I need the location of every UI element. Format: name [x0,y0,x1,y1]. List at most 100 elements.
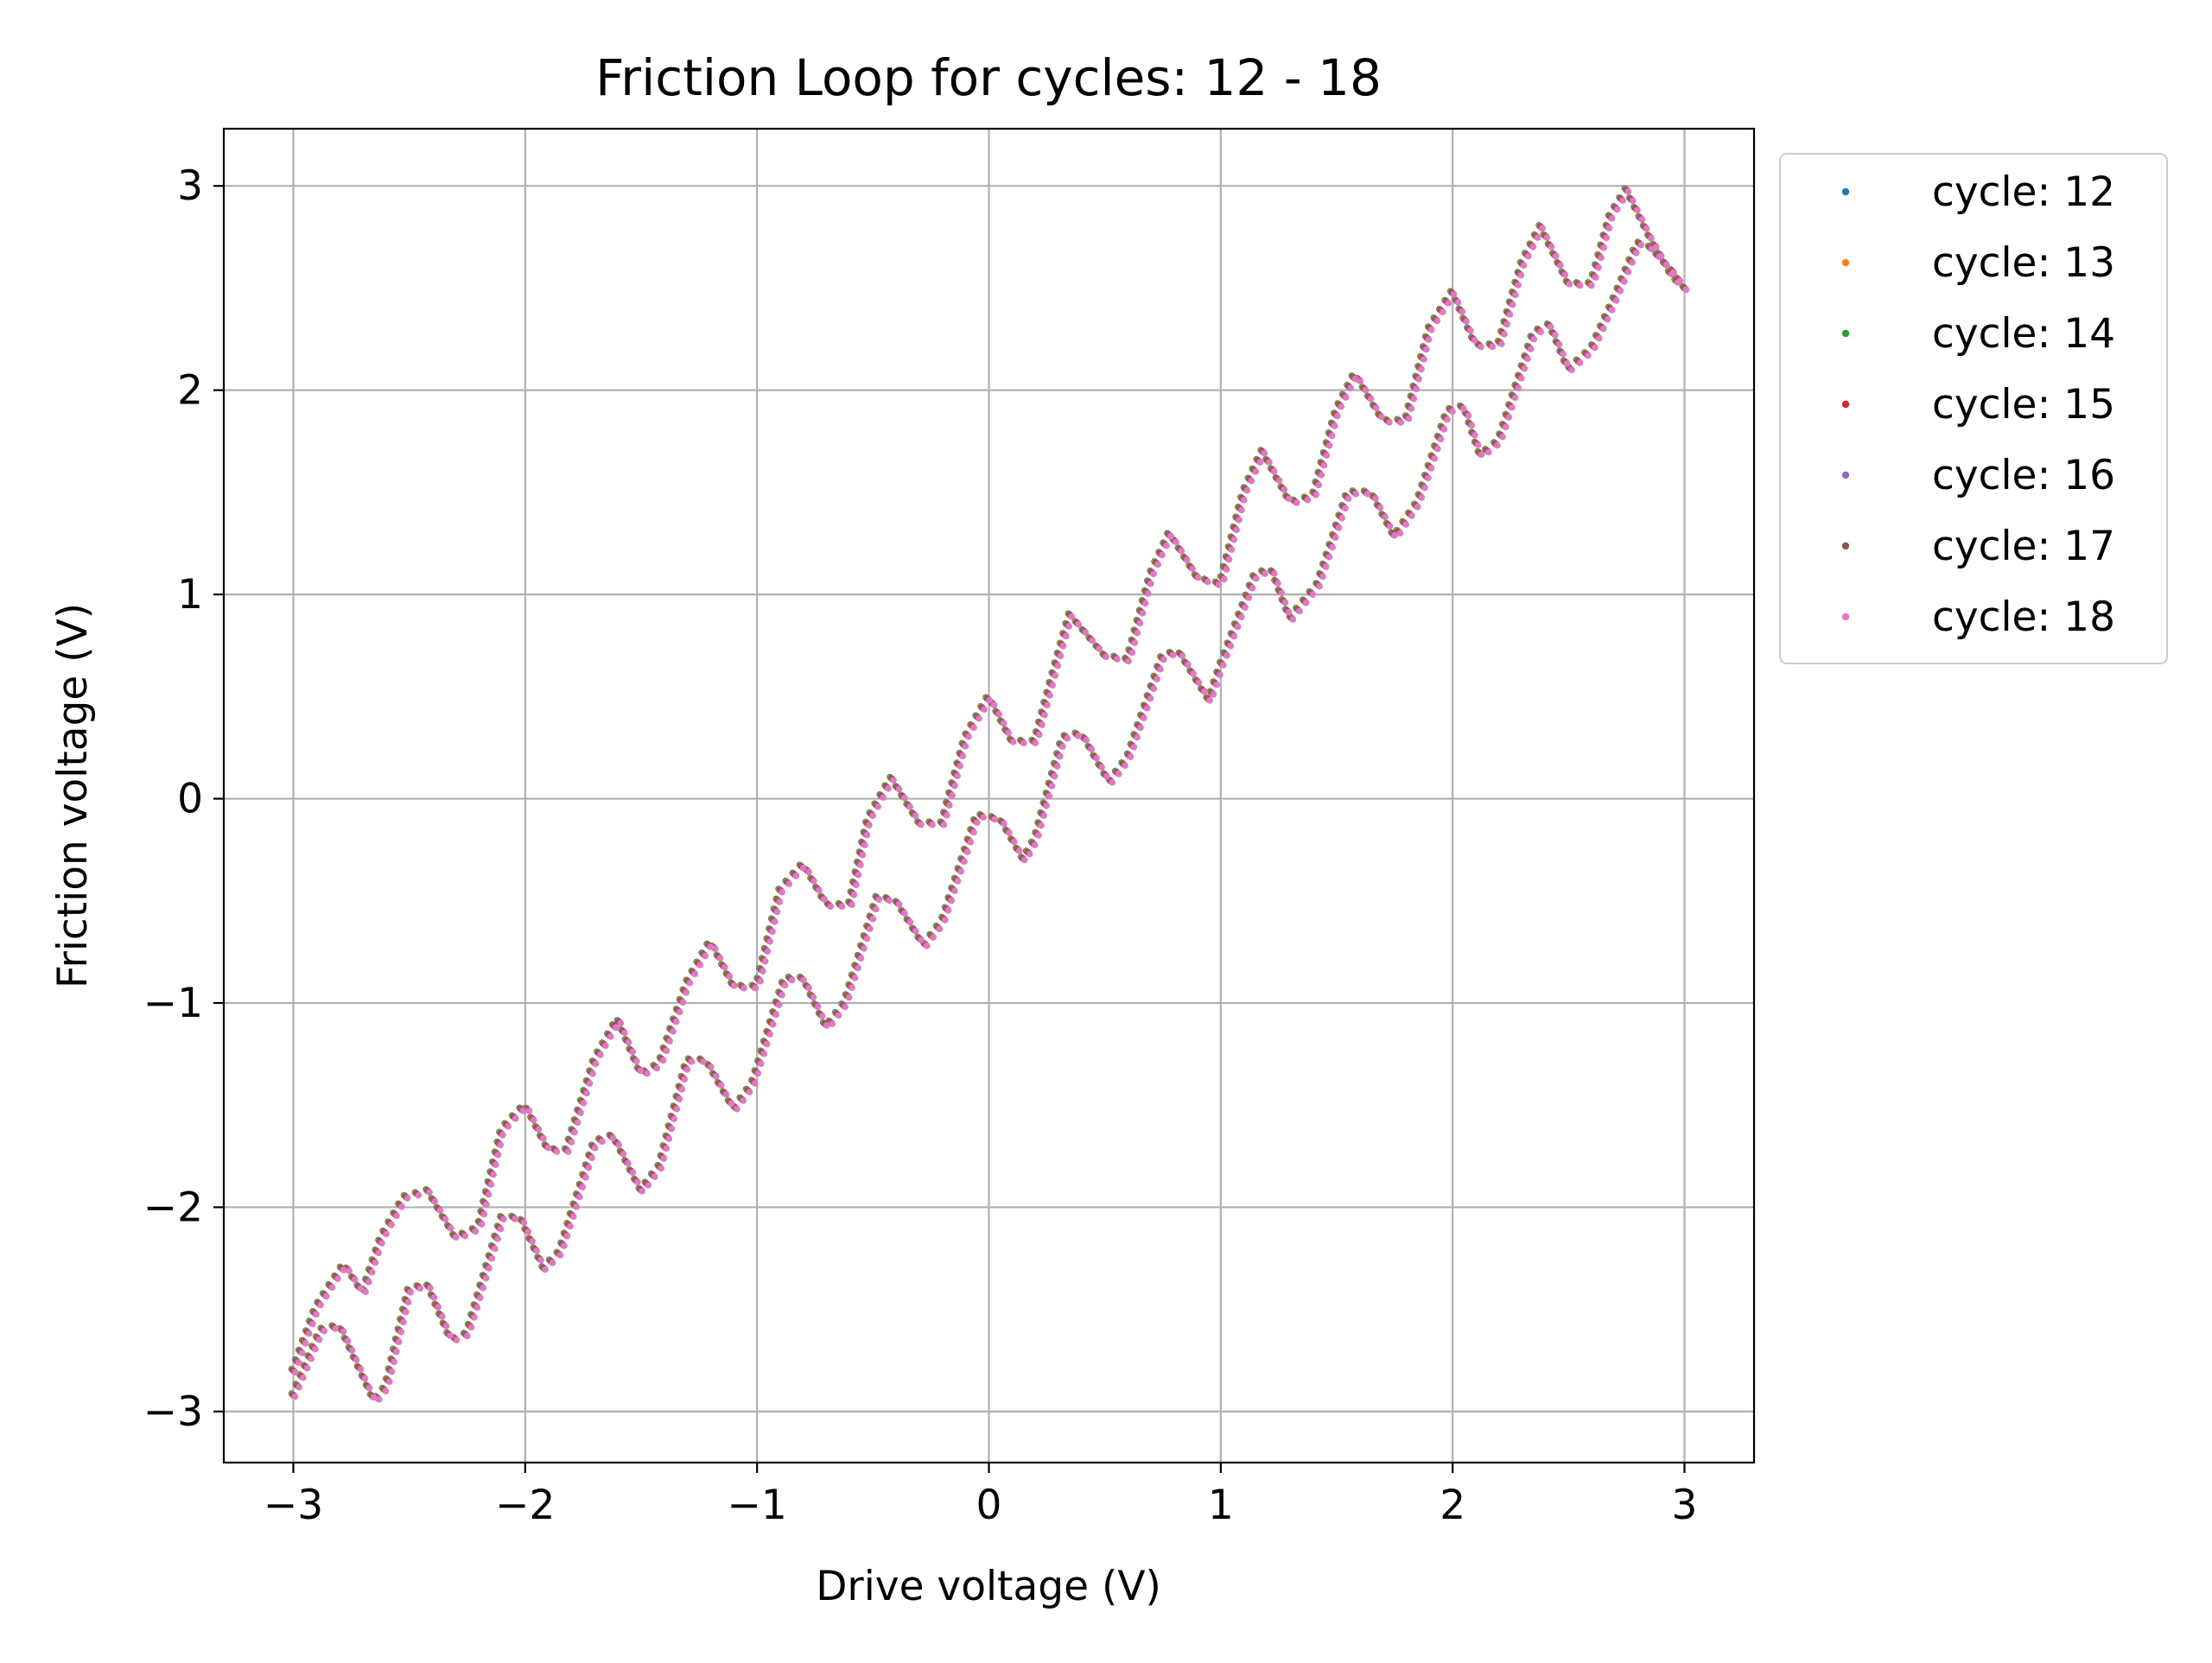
data-point [493,1161,499,1169]
data-point [1592,274,1599,281]
data-point [485,1190,493,1198]
data-point [788,976,796,984]
data-point [573,1203,581,1210]
data-point [1035,832,1042,839]
data-point [480,1210,488,1218]
data-point [1534,234,1541,241]
legend-marker [1841,187,1850,196]
data-point [1585,352,1592,359]
data-point [1065,623,1072,630]
data-point [1656,253,1662,261]
data-point [906,803,913,810]
data-point [629,1169,637,1177]
data-point [760,1050,768,1057]
legend-label: cycle: 14 [1932,310,2115,358]
data-point [1052,672,1059,679]
data-point [1682,286,1690,294]
data-point [717,1082,725,1089]
data-point [1421,484,1428,492]
data-point [1043,802,1051,809]
data-point [1252,468,1260,475]
data-point [1445,300,1452,307]
data-point [764,948,772,955]
data-point [639,1188,646,1195]
data-point [1190,670,1197,677]
data-point [298,1349,306,1356]
data-point [1511,394,1519,402]
y-axis-label: Friction voltage (V) [49,603,97,988]
data-point [849,901,855,908]
data-point [959,752,967,760]
data-point [395,1338,403,1346]
data-point [612,1024,620,1031]
data-point [805,868,812,876]
data-point [1605,225,1613,232]
data-point [1561,271,1569,278]
data-point [970,828,977,836]
data-point [1670,269,1678,276]
data-point [531,1116,537,1124]
data-point [1347,384,1354,391]
data-point [1600,244,1607,251]
data-point [1648,234,1655,242]
data-point [799,864,807,872]
legend-marker [1841,258,1850,267]
data-point [1560,350,1567,358]
data-point [1433,317,1441,325]
data-point [1270,467,1278,475]
data-point [951,887,958,895]
data-point [1167,533,1174,540]
data-point [385,1378,393,1386]
data-point [393,1212,400,1220]
data-point [357,1285,365,1292]
legend-label: cycle: 15 [1932,381,2115,428]
data-point [525,1108,533,1114]
data-point [365,1279,372,1285]
data-point [1044,701,1051,708]
data-point [1141,714,1147,721]
data-point [583,1089,590,1097]
data-point [322,1292,330,1300]
data-point [442,1216,449,1223]
data-point [1134,733,1141,741]
data-point [537,1256,544,1264]
data-point [1512,291,1519,299]
data-point [615,1141,622,1148]
data-point [447,1225,454,1232]
data-point [980,814,987,821]
data-point [1520,262,1528,270]
data-point [752,1080,759,1087]
legend-label: cycle: 17 [1932,523,2115,570]
legend-frame [1779,153,2168,664]
data-point [1009,738,1017,746]
data-point [1595,263,1602,271]
data-point [1410,395,1418,403]
data-point [663,1047,671,1055]
data-point [1184,556,1191,563]
data-point [1352,490,1360,498]
data-point [1450,290,1458,298]
data-point [772,1011,779,1019]
data-point [683,1066,691,1073]
x-tick-label: −2 [495,1482,555,1529]
data-point [857,861,864,868]
data-point [1515,384,1522,391]
data-point [1309,591,1317,598]
data-point [368,1268,376,1276]
data-point [1402,521,1409,528]
data-point [1333,412,1341,420]
data-point [1179,652,1186,659]
data-point [317,1301,324,1309]
data-point [851,974,859,981]
data-point [592,1060,600,1068]
data-point [634,1178,641,1185]
data-point [1233,526,1240,534]
data-point [1608,214,1616,222]
data-point [430,1294,438,1301]
data-point [1313,491,1319,498]
data-point [1563,360,1571,367]
data-point [620,1151,627,1158]
data-point [416,1285,424,1292]
data-point [1338,514,1346,522]
data-point [574,1119,582,1127]
